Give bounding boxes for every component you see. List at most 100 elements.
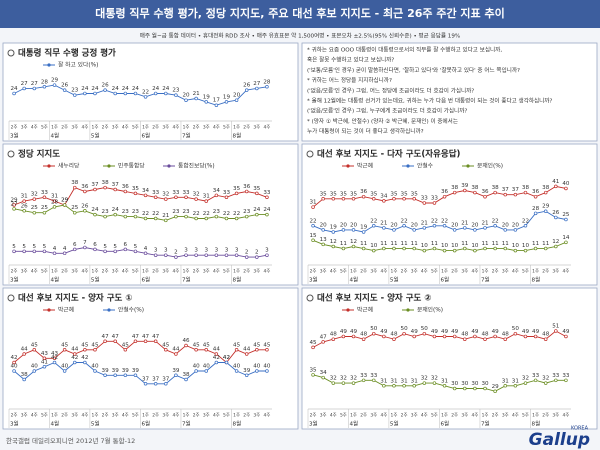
month-label: 8월 (233, 420, 242, 428)
data-point (341, 228, 346, 232)
data-label: 48 (542, 332, 550, 338)
data-label: 29 (61, 197, 69, 203)
data-point (153, 91, 158, 96)
data-point (543, 209, 548, 213)
data-point (321, 375, 325, 380)
data-label: 38 (492, 185, 500, 191)
data-label: 10 (421, 243, 429, 249)
data-point (513, 331, 518, 336)
data-label: 40 (31, 364, 39, 370)
data-label: 36 (532, 189, 540, 195)
chart-title: 정당 지지도 (18, 149, 60, 160)
month-label: 5월 (91, 276, 100, 284)
data-point (22, 199, 26, 203)
data-point (153, 382, 158, 386)
data-point (372, 248, 376, 253)
data-label: 49 (441, 329, 449, 335)
data-point (361, 230, 366, 234)
data-label: 42 (223, 355, 230, 361)
x-tick-label: 2주 (11, 269, 18, 275)
data-point (214, 360, 219, 365)
data-label: 19 (330, 224, 338, 230)
data-label: 36 (243, 184, 251, 190)
data-point (83, 348, 87, 352)
data-label: 39 (243, 368, 251, 374)
data-label: 31 (401, 378, 409, 384)
data-label: 45 (253, 342, 261, 348)
question-line: * 귀하는 요즘 OOO 대통령이 대통령으로서의 직무를 잘 수행하고 있다고… (307, 46, 502, 54)
data-label: 5 (103, 244, 107, 250)
x-tick-label: 3주 (203, 125, 210, 131)
data-point (164, 91, 168, 96)
data-point (204, 100, 209, 104)
data-label: 11 (502, 241, 510, 247)
data-point (493, 190, 497, 195)
title-bullet (306, 294, 314, 302)
data-point (244, 214, 249, 219)
question-line: * 귀하는 어느 정당을 지지하십니까? (307, 76, 392, 84)
data-label: 13 (320, 237, 328, 243)
data-point (184, 98, 188, 102)
data-point (93, 91, 97, 96)
x-tick-label: 2주 (61, 125, 68, 131)
data-label: 40 (203, 364, 211, 370)
data-label: 41 (41, 359, 49, 365)
legend-marker (47, 164, 51, 168)
panel (2, 42, 299, 142)
x-tick-label: 3주 (21, 413, 28, 419)
data-point (392, 228, 396, 232)
x-tick-label: 1주 (51, 125, 58, 131)
data-point (382, 226, 386, 230)
data-label: 19 (223, 94, 231, 100)
data-point (331, 197, 336, 201)
data-label: 50 (370, 326, 378, 332)
data-label: 5 (113, 244, 117, 250)
data-label: 32 (421, 376, 428, 382)
x-tick-label: 2주 (152, 269, 159, 275)
legend-marker (466, 164, 470, 168)
legend-marker (47, 308, 51, 312)
data-point (265, 212, 269, 217)
data-point (554, 378, 558, 383)
x-tick-label: 5주 (223, 413, 230, 419)
month-label: 5월 (390, 276, 399, 284)
data-label: 50 (401, 326, 409, 332)
x-tick-label: 3주 (552, 269, 559, 275)
data-point (103, 214, 107, 219)
x-tick-label: 5주 (41, 413, 48, 419)
x-tick-label: 2주 (152, 413, 159, 419)
data-label: 40 (562, 181, 570, 187)
x-tick-label: 4주 (264, 413, 271, 419)
data-label: 3 (154, 248, 158, 254)
data-point (93, 247, 97, 252)
x-tick-label: 2주 (451, 269, 458, 275)
data-label: 32 (522, 376, 529, 382)
data-label: 21 (481, 220, 489, 226)
logo-sub: KOREA (571, 426, 589, 432)
data-label: 22 (309, 218, 316, 224)
data-label: 27 (21, 81, 29, 87)
data-label: 10 (522, 243, 530, 249)
data-label: 46 (182, 338, 190, 344)
x-tick-label: 5주 (340, 269, 347, 275)
data-label: 22 (370, 218, 377, 224)
data-label: 22 (522, 218, 529, 224)
x-tick-label: 3주 (552, 413, 559, 419)
x-tick-label: 3주 (203, 269, 210, 275)
data-label: 3 (225, 248, 229, 254)
data-label: 34 (320, 370, 328, 376)
x-tick-label: 2주 (401, 269, 408, 275)
data-point (412, 246, 416, 251)
data-point (361, 337, 366, 341)
data-label: 49 (562, 329, 570, 335)
data-point (52, 251, 57, 256)
data-label: 27 (10, 201, 18, 207)
data-label: 33 (431, 195, 439, 201)
data-point (392, 197, 396, 201)
data-point (483, 386, 487, 391)
data-point (244, 255, 249, 259)
x-tick-label: 3주 (461, 413, 468, 419)
data-point (503, 228, 508, 232)
data-point (184, 343, 188, 348)
data-label: 49 (380, 329, 388, 335)
